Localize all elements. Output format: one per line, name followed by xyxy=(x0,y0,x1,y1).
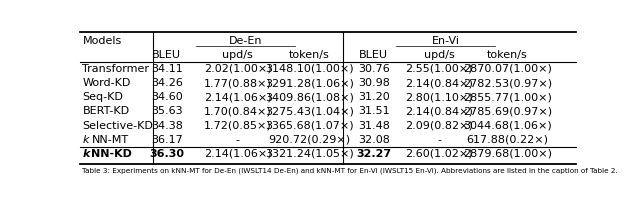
Text: 2.09(0.82×): 2.09(0.82×) xyxy=(405,121,473,130)
Text: upd/s: upd/s xyxy=(424,50,454,60)
Text: 3275.43(1.04×): 3275.43(1.04×) xyxy=(265,106,353,116)
Text: 2.60(1.02×): 2.60(1.02×) xyxy=(405,149,473,159)
Text: k: k xyxy=(83,149,90,159)
Text: 2.80(1.10×): 2.80(1.10×) xyxy=(405,92,473,102)
Text: 3044.68(1.06×): 3044.68(1.06×) xyxy=(463,121,552,130)
Text: 2.55(1.00×): 2.55(1.00×) xyxy=(405,64,473,74)
Text: upd/s: upd/s xyxy=(222,50,253,60)
Text: 3409.86(1.08×): 3409.86(1.08×) xyxy=(265,92,353,102)
Text: 2.14(0.84×): 2.14(0.84×) xyxy=(405,78,473,88)
Text: Seq-KD: Seq-KD xyxy=(83,92,124,102)
Text: 3321.24(1.05×): 3321.24(1.05×) xyxy=(265,149,353,159)
Text: token/s: token/s xyxy=(289,50,330,60)
Text: 1.77(0.88×): 1.77(0.88×) xyxy=(204,78,271,88)
Text: 2.14(1.06×): 2.14(1.06×) xyxy=(204,92,271,102)
Text: 2.02(1.00×): 2.02(1.00×) xyxy=(204,64,271,74)
Text: 35.63: 35.63 xyxy=(151,106,182,116)
Text: 34.38: 34.38 xyxy=(151,121,183,130)
Text: 2.14(0.84×): 2.14(0.84×) xyxy=(405,106,473,116)
Text: 3365.68(1.07×): 3365.68(1.07×) xyxy=(265,121,353,130)
Text: 32.08: 32.08 xyxy=(358,135,390,145)
Text: 2785.69(0.97×): 2785.69(0.97×) xyxy=(463,106,552,116)
Text: -: - xyxy=(437,135,441,145)
Text: BLEU: BLEU xyxy=(152,50,181,60)
Text: Word-KD: Word-KD xyxy=(83,78,131,88)
Text: 3291.28(1.06×): 3291.28(1.06×) xyxy=(265,78,353,88)
Text: 2.14(1.06×): 2.14(1.06×) xyxy=(204,149,271,159)
Text: 31.48: 31.48 xyxy=(358,121,390,130)
Text: 36.30: 36.30 xyxy=(149,149,184,159)
Text: 31.20: 31.20 xyxy=(358,92,390,102)
Text: De-En: De-En xyxy=(228,36,262,45)
Text: 36.17: 36.17 xyxy=(151,135,182,145)
Text: token/s: token/s xyxy=(487,50,528,60)
Text: Transformer: Transformer xyxy=(83,64,150,74)
Text: Table 3: Experiments on kNN-MT for De-En (IWSLT14 De-En) and kNN-MT for En-Vi (I: Table 3: Experiments on kNN-MT for De-En… xyxy=(83,168,618,175)
Text: Models: Models xyxy=(83,36,122,45)
Text: BERT-KD: BERT-KD xyxy=(83,106,130,116)
Text: 30.76: 30.76 xyxy=(358,64,390,74)
Text: -: - xyxy=(236,135,240,145)
Text: 34.60: 34.60 xyxy=(151,92,182,102)
Text: 2782.53(0.97×): 2782.53(0.97×) xyxy=(463,78,552,88)
Text: 2855.77(1.00×): 2855.77(1.00×) xyxy=(463,92,552,102)
Text: NN-KD: NN-KD xyxy=(92,149,132,159)
Text: 1.70(0.84×): 1.70(0.84×) xyxy=(204,106,271,116)
Text: 617.88(0.22×): 617.88(0.22×) xyxy=(467,135,548,145)
Text: k: k xyxy=(83,135,89,145)
Text: BLEU: BLEU xyxy=(359,50,388,60)
Text: 31.51: 31.51 xyxy=(358,106,390,116)
Text: Selective-KD: Selective-KD xyxy=(83,121,154,130)
Text: NN-MT: NN-MT xyxy=(92,135,129,145)
Text: 34.26: 34.26 xyxy=(151,78,183,88)
Text: 3148.10(1.00×): 3148.10(1.00×) xyxy=(265,64,353,74)
Text: 920.72(0.29×): 920.72(0.29×) xyxy=(268,135,350,145)
Text: 32.27: 32.27 xyxy=(356,149,391,159)
Text: En-Vi: En-Vi xyxy=(431,36,460,45)
Text: 2879.68(1.00×): 2879.68(1.00×) xyxy=(463,149,552,159)
Text: 30.98: 30.98 xyxy=(358,78,390,88)
Text: 2870.07(1.00×): 2870.07(1.00×) xyxy=(463,64,552,74)
Text: 1.72(0.85×): 1.72(0.85×) xyxy=(204,121,271,130)
Text: 34.11: 34.11 xyxy=(151,64,182,74)
